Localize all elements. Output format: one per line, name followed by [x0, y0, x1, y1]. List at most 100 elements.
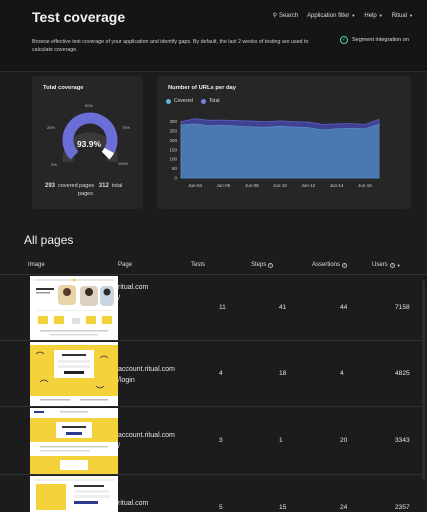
urls-chart-title: Number of URLs per day [168, 85, 236, 91]
tests-value: 5 [219, 504, 223, 511]
help-label: Help [364, 12, 377, 19]
tests-value: 11 [219, 304, 226, 311]
scrollbar[interactable] [422, 280, 425, 480]
tests-value: 4 [219, 370, 223, 377]
assertions-value: 4 [340, 370, 344, 377]
page-path: /login [118, 377, 135, 384]
table-row[interactable]: ritual.com 5 15 24 2357 [0, 475, 427, 512]
gauge-tick-100: 100% [118, 161, 129, 166]
legend-total[interactable]: Total [200, 98, 220, 104]
legend-covered[interactable]: Covered [166, 98, 193, 104]
info-icon[interactable]: i [389, 262, 395, 268]
y-tick-label: 150 [169, 147, 177, 152]
legend-covered-label: Covered [174, 98, 193, 104]
page-title: Test coverage [32, 9, 126, 25]
steps-value: 15 [279, 504, 287, 511]
area-series-covered [180, 123, 380, 179]
segment-label: Segment integration on [352, 37, 409, 43]
y-tick-label: 50 [172, 166, 178, 171]
all-pages-title: All pages [24, 233, 74, 247]
col-page[interactable]: Page [118, 262, 132, 268]
page-cell[interactable]: ritual.com [118, 498, 148, 509]
x-tick-label: Jun-06 [217, 183, 231, 188]
col-assertions-label: Assertions [312, 262, 341, 268]
top-bar: Test coverage ⚲ Search Application filte… [0, 0, 427, 72]
gauge-fill [62, 112, 118, 160]
x-tick-label: Jun-08 [245, 183, 259, 188]
page-cell[interactable]: account.ritual.com /login [118, 364, 175, 386]
col-users[interactable]: Users i ▼ [372, 262, 401, 268]
users-value: 7158 [395, 304, 410, 311]
total-label: total [111, 183, 123, 189]
gauge-tick-75: 75% [122, 125, 130, 130]
x-tick-label: Jun-16 [358, 183, 372, 188]
page-description: Browse effective test coverage of your a… [32, 39, 309, 53]
page-cell[interactable]: ritual.com / [118, 282, 148, 304]
chevron-down-icon: ▼ [351, 13, 356, 18]
y-tick-label: 200 [169, 138, 177, 143]
x-tick-label: Jun-10 [273, 183, 287, 188]
col-steps-label: Steps [251, 262, 267, 268]
page-domain: account.ritual.com [118, 366, 175, 373]
steps-value: 1 [279, 437, 283, 444]
application-filter-dropdown[interactable]: Application filter ▼ [307, 13, 355, 19]
col-assertions[interactable]: Assertions i [312, 262, 348, 268]
gauge-remainder [101, 147, 115, 160]
gauge-tick-25: 25% [47, 125, 55, 130]
steps-value: 41 [279, 304, 287, 311]
top-nav: ⚲ Search Application filter ▼ Help ▼ Rit… [273, 12, 413, 20]
col-users-label: Users [372, 262, 388, 268]
page-thumbnail [30, 408, 118, 474]
page-domain: ritual.com [118, 500, 149, 507]
info-icon[interactable]: i [342, 262, 348, 268]
col-image: Image [28, 262, 45, 268]
y-tick-label: 0 [174, 176, 177, 181]
gauge-tick-50: 50% [85, 103, 93, 108]
page-domain: account.ritual.com [118, 432, 175, 439]
col-image-label: Image [28, 262, 45, 268]
y-tick-label: 250 [169, 129, 177, 134]
table-row[interactable]: account.ritual.com /login 4 18 4 4825 [0, 341, 427, 407]
assertions-value: 20 [340, 437, 348, 444]
table-header: Image Page Tests Steps i Assertions i User… [0, 257, 427, 275]
gauge-value: 93.9% [77, 139, 102, 149]
page-thumbnail [30, 276, 118, 340]
legend-total-label: Total [208, 98, 220, 104]
y-tick-label: 300 [169, 119, 177, 124]
search-label: Search [279, 12, 299, 19]
account-label: Ritual [391, 12, 408, 19]
search-button[interactable]: ⚲ Search [273, 12, 299, 20]
coverage-gauge: 93.9% 0% 25% 50% 75% 100% [47, 103, 130, 167]
tests-value: 3 [219, 437, 223, 444]
y-tick-label: 100 [169, 157, 177, 162]
info-icon[interactable]: i [268, 262, 274, 268]
page-thumbnail [30, 342, 118, 406]
account-dropdown[interactable]: Ritual ▼ [392, 13, 413, 19]
col-page-label: Page [118, 262, 133, 268]
help-dropdown[interactable]: Help ▼ [364, 13, 382, 19]
page-cell[interactable]: account.ritual.com / [118, 430, 175, 452]
application-filter-label: Application filter [307, 12, 350, 19]
col-tests[interactable]: Tests [191, 262, 205, 268]
page-path: / [118, 443, 120, 450]
x-tick-label: Jun-14 [330, 183, 344, 188]
table-row[interactable]: account.ritual.com / 3 1 20 3343 [0, 407, 427, 475]
total-coverage-title: Total coverage [43, 85, 84, 91]
segment-integration-status[interactable]: ✓ Segment integration on [340, 36, 409, 44]
x-tick-label: Jun-12 [301, 183, 315, 188]
assertions-value: 24 [340, 504, 348, 511]
total-pages-count: 312 [98, 183, 109, 189]
users-value: 4825 [395, 370, 410, 377]
legend-total-dot [200, 98, 206, 104]
chevron-down-icon: ▼ [409, 13, 413, 18]
table-row[interactable]: ritual.com / 11 41 44 7158 [0, 275, 427, 341]
legend-covered-dot [166, 98, 171, 104]
sort-down-icon[interactable]: ▼ [396, 262, 401, 268]
chevron-down-icon: ▼ [378, 13, 383, 18]
page-thumbnail [30, 476, 118, 512]
urls-area-chart: 0 50 100 150 200 250 300 Jun-04 Jun-06 Jun-08 Jun… [169, 118, 380, 188]
chart-legend: Covered Total [166, 98, 219, 104]
page-path: / [118, 295, 120, 302]
col-tests-label: Tests [191, 262, 206, 268]
col-steps[interactable]: Steps i [251, 262, 274, 268]
